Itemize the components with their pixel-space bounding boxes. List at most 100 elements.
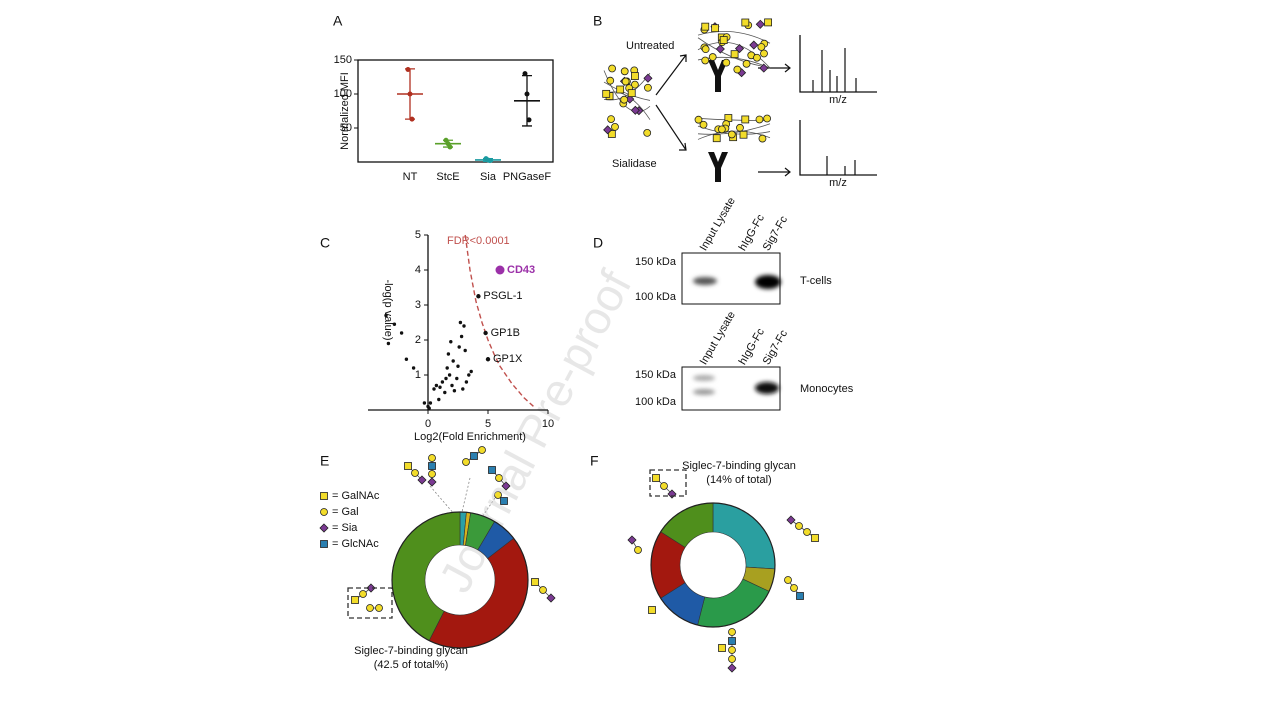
gal bbox=[366, 604, 374, 612]
sia bbox=[427, 477, 437, 487]
point bbox=[399, 331, 404, 335]
point bbox=[444, 376, 448, 381]
gal bbox=[608, 64, 617, 73]
threshold-line bbox=[464, 234, 535, 408]
point bbox=[456, 364, 460, 368]
panel-label: C bbox=[320, 235, 330, 251]
glcnac bbox=[728, 637, 736, 645]
untreated-label: Untreated bbox=[626, 40, 674, 52]
sia bbox=[627, 535, 637, 545]
gal bbox=[644, 83, 652, 92]
point bbox=[409, 116, 415, 122]
legend-entry: = Sia bbox=[332, 522, 358, 534]
point bbox=[384, 313, 388, 318]
marker-label: 150 kDa bbox=[635, 256, 677, 268]
leader bbox=[461, 477, 471, 513]
sia bbox=[501, 481, 511, 491]
glcnac bbox=[796, 592, 804, 600]
bond bbox=[790, 519, 816, 539]
panel-label: B bbox=[593, 13, 602, 29]
point bbox=[457, 345, 461, 349]
sialidase-label: Sialidase bbox=[612, 158, 657, 170]
gal bbox=[606, 76, 615, 85]
axes bbox=[368, 235, 548, 411]
x-tick-label: StcE bbox=[436, 171, 459, 183]
gal bbox=[621, 77, 630, 86]
gal bbox=[708, 53, 717, 61]
point bbox=[445, 366, 449, 370]
gal bbox=[494, 491, 502, 499]
leader bbox=[429, 485, 456, 516]
gal bbox=[742, 59, 751, 68]
point bbox=[469, 369, 473, 374]
point bbox=[461, 387, 465, 391]
glycan-icons bbox=[319, 18, 819, 673]
galnac bbox=[616, 85, 625, 94]
gal bbox=[728, 655, 736, 663]
panel-label: D bbox=[593, 235, 603, 251]
point bbox=[440, 380, 445, 384]
highlight-label: PSGL-1 bbox=[483, 290, 522, 302]
point bbox=[407, 91, 413, 97]
donut-segment bbox=[712, 502, 776, 570]
galnac bbox=[351, 596, 359, 604]
galnac bbox=[718, 644, 726, 652]
point bbox=[450, 383, 454, 388]
highlight-label: GP1X bbox=[493, 353, 523, 365]
annotation: Siglec-7-binding glycan bbox=[354, 645, 468, 657]
sia bbox=[319, 523, 329, 533]
y-tick-label: 150 bbox=[334, 54, 352, 66]
bracket bbox=[649, 469, 687, 497]
glcnac bbox=[320, 540, 328, 548]
donut-outline bbox=[391, 511, 529, 649]
gal bbox=[753, 53, 761, 62]
x-tick-label: 5 bbox=[485, 418, 491, 430]
gal bbox=[611, 122, 619, 131]
highlight-label: CD43 bbox=[507, 264, 535, 276]
galnac bbox=[602, 89, 611, 98]
panel-label: E bbox=[320, 453, 329, 469]
highlight-point bbox=[495, 265, 505, 275]
point bbox=[438, 385, 442, 389]
sia bbox=[630, 105, 640, 115]
legend-entry: = GalNAc bbox=[332, 490, 380, 502]
sia bbox=[734, 43, 745, 54]
blot-label: T-cells bbox=[800, 275, 832, 287]
gal bbox=[736, 123, 744, 132]
blot-label: Monocytes bbox=[800, 383, 854, 395]
point bbox=[487, 158, 493, 164]
galnac bbox=[652, 474, 660, 482]
x-tick-label: 0 bbox=[425, 418, 431, 430]
point bbox=[432, 387, 436, 391]
sia bbox=[749, 40, 759, 50]
galnac bbox=[320, 492, 328, 500]
gal bbox=[462, 458, 470, 466]
point bbox=[386, 341, 391, 346]
gal bbox=[620, 95, 629, 104]
y-tick-label: 50 bbox=[340, 122, 352, 134]
x-tick-label: PNGaseF bbox=[503, 171, 552, 183]
annotation: (42.5 of total%) bbox=[374, 659, 449, 671]
plot-frame bbox=[357, 59, 554, 163]
point bbox=[427, 406, 431, 410]
y-tick-label: 2 bbox=[415, 334, 421, 346]
marker-label: 100 kDa bbox=[635, 396, 677, 408]
gal bbox=[539, 586, 547, 594]
legend-entry: = Gal bbox=[332, 506, 359, 518]
point bbox=[428, 401, 433, 405]
gal bbox=[728, 628, 736, 636]
x-tick-label: Sia bbox=[480, 171, 497, 183]
glcnac bbox=[428, 462, 436, 470]
sia bbox=[366, 583, 376, 593]
gal bbox=[795, 522, 803, 530]
x-tick-label: NT bbox=[403, 171, 418, 183]
gal bbox=[727, 130, 736, 139]
gal bbox=[803, 528, 811, 536]
y-tick-label: 5 bbox=[415, 229, 421, 241]
gal bbox=[701, 56, 710, 65]
chain bbox=[697, 117, 771, 122]
point bbox=[458, 320, 463, 325]
gal bbox=[495, 474, 503, 482]
axis-label: m/z bbox=[829, 177, 847, 189]
gal bbox=[607, 115, 615, 123]
